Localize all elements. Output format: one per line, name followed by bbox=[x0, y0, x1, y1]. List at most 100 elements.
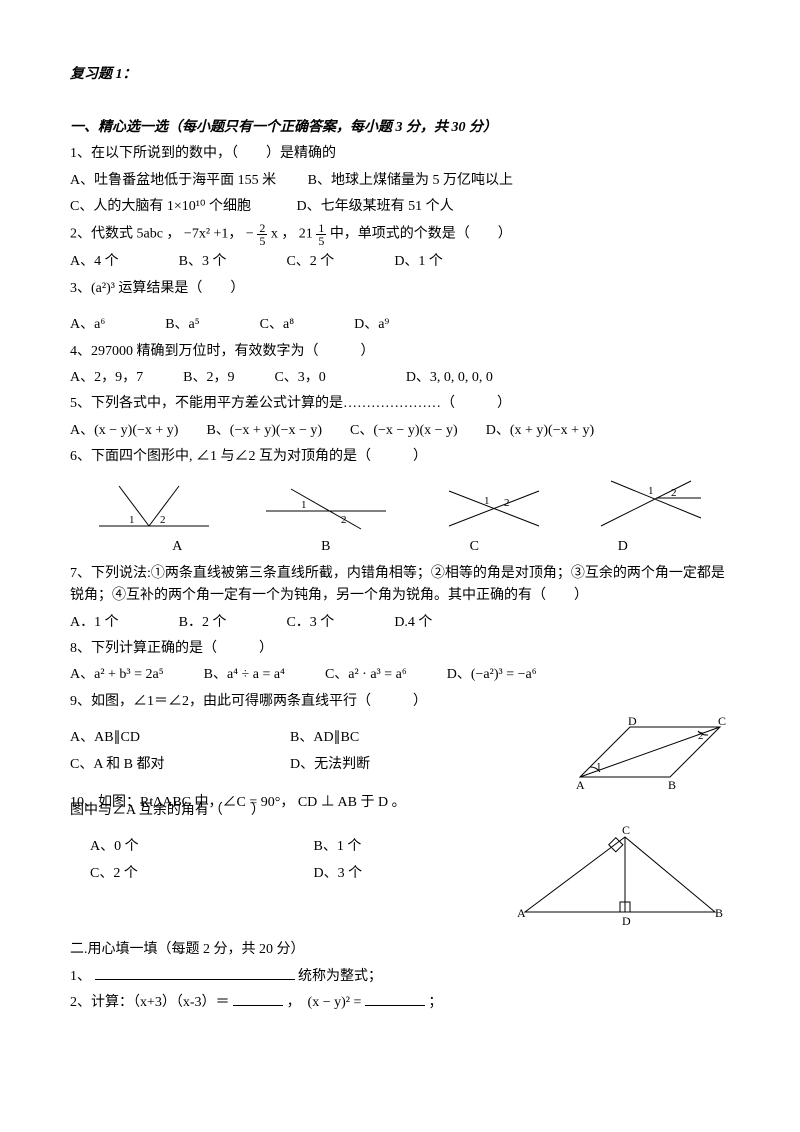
q1-opt-d: D、七年级某班有 51 个人 bbox=[297, 199, 454, 214]
q2-opt-c: C、2 个 bbox=[286, 251, 334, 273]
q4-opt-b: B、2，9 bbox=[183, 367, 234, 389]
q6-fig-b: 1 2 bbox=[261, 481, 391, 536]
q7-opt-c: C．3 个 bbox=[286, 612, 334, 634]
q10-opt-a: A、0 个 bbox=[90, 836, 310, 858]
q9-opt-a: A、AB∥CD bbox=[70, 727, 250, 749]
q10-opt-b: B、1 个 bbox=[314, 839, 362, 854]
q4-opt-c: C、3，0 bbox=[274, 367, 325, 389]
f2-blank1[interactable] bbox=[233, 1005, 283, 1006]
q6-figures: 1 2 1 2 1 2 1 2 bbox=[70, 476, 730, 536]
q9-stem: 9、如图，∠1＝∠2，由此可得哪两条直线平行（ ） bbox=[70, 691, 730, 713]
q10-figure: A B C D bbox=[510, 822, 730, 927]
q1-row2: C、人的大脑有 1×10¹⁰ 个细胞 D、七年级某班有 51 个人 bbox=[70, 196, 730, 218]
svg-text:1: 1 bbox=[648, 485, 654, 497]
svg-text:B: B bbox=[715, 906, 723, 920]
fill-1: 1、 统称为整式； bbox=[70, 966, 730, 988]
svg-text:1: 1 bbox=[129, 514, 135, 526]
q6-ld: D bbox=[549, 536, 698, 558]
q8-opts: A、a² + b³ = 2a⁵ B、a⁴ ÷ a = a⁴ C、a² · a³ … bbox=[70, 664, 730, 686]
q6-lc: C bbox=[400, 536, 549, 558]
q1-opt-a: A、吐鲁番盆地低于海平面 155 米 bbox=[70, 173, 276, 188]
q2-stem: 2、代数式 5abc ， −7x² +1， − 25 x ， 21 15 中，单… bbox=[70, 222, 730, 247]
q8-opt-a: A、a² + b³ = 2a⁵ bbox=[70, 664, 164, 686]
q10-line2: 图中与∠A 互余的角有（ ） bbox=[70, 800, 265, 822]
q5-stem: 5、下列各式中，不能用平方差公式计算的是…………………（ ） bbox=[70, 393, 730, 415]
q5-opt-b: B、(−x + y)(−x − y) bbox=[206, 420, 322, 442]
q9-opt-b: B、AD∥BC bbox=[290, 727, 359, 749]
fill-2: 2、计算：（x+3）（x-3）＝ ， (x − y)² = ； bbox=[70, 992, 730, 1014]
svg-text:D: D bbox=[628, 714, 637, 728]
section-1-heading: 一、精心选一选（每小题只有一个正确答案，每小题 3 分，共 30 分） bbox=[70, 117, 730, 139]
q3-opt-a: A、a⁶ bbox=[70, 314, 105, 336]
section-2-heading: 二.用心填一填（每题 2 分，共 20 分） bbox=[70, 939, 730, 961]
svg-text:2: 2 bbox=[160, 514, 166, 526]
svg-text:1: 1 bbox=[484, 495, 490, 507]
q7-opts: A．1 个 B．2 个 C．3 个 D.4 个 bbox=[70, 612, 730, 634]
q10-opt-d: D、3 个 bbox=[314, 866, 363, 881]
q8-opt-b: B、a⁴ ÷ a = a⁴ bbox=[204, 664, 285, 686]
q6-labels: A B C D bbox=[103, 536, 697, 558]
svg-text:A: A bbox=[517, 906, 526, 920]
svg-text:A: A bbox=[576, 778, 585, 792]
q9-opt-c: C、A 和 B 都对 bbox=[70, 754, 250, 776]
q4-stem: 4、297000 精确到万位时，有效数字为（ ） bbox=[70, 341, 730, 363]
q2-post: 中，单项式的个数是（ ） bbox=[330, 227, 512, 242]
q2-mid: x ， 21 bbox=[271, 227, 313, 242]
q6-stem: 6、下面四个图形中, ∠1 与∠2 互为对顶角的是（ ） bbox=[70, 446, 730, 468]
q6-fig-c: 1 2 bbox=[439, 481, 549, 536]
q7-opt-d: D.4 个 bbox=[394, 612, 432, 634]
f2-blank2[interactable] bbox=[365, 1005, 425, 1006]
q3-opt-b: B、a⁵ bbox=[165, 314, 199, 336]
q4-opt-a: A、2，9，7 bbox=[70, 367, 143, 389]
q8-stem: 8、下列计算正确的是（ ） bbox=[70, 638, 730, 660]
q9-row2: C、A 和 B 都对 D、无法判断 bbox=[70, 754, 570, 776]
q6-fig-a: 1 2 bbox=[94, 476, 214, 536]
frac-2-5a: 25 bbox=[257, 222, 267, 247]
q7-opt-b: B．2 个 bbox=[179, 612, 227, 634]
q5-opt-c: C、(−x − y)(x − y) bbox=[350, 420, 458, 442]
q2-opt-a: A、4 个 bbox=[70, 251, 119, 273]
q10-opt-c: C、2 个 bbox=[90, 863, 310, 885]
q6-fig-d: 1 2 bbox=[596, 476, 706, 536]
q2-pre: 2、代数式 5abc ， −7x² +1， − bbox=[70, 227, 254, 242]
f2-post: ； bbox=[428, 995, 442, 1010]
q1-opt-c: C、人的大脑有 1×10¹⁰ 个细胞 bbox=[70, 199, 251, 214]
q4-opts: A、2，9，7 B、2，9 C、3，0 D、3, 0, 0, 0, 0 bbox=[70, 367, 730, 389]
svg-text:2: 2 bbox=[341, 514, 347, 526]
svg-text:C: C bbox=[718, 714, 726, 728]
q8-opt-d: D、(−a²)³ = −a⁶ bbox=[447, 664, 537, 686]
f2-mid: ， (x − y)² = bbox=[287, 995, 362, 1010]
svg-text:2: 2 bbox=[504, 497, 510, 509]
q3-stem: 3、(a²)³ 运算结果是（ ） bbox=[70, 278, 730, 300]
q10-body: A、0 个 B、1 个 C、2 个 D、3 个 A B C D bbox=[70, 822, 730, 927]
svg-text:1: 1 bbox=[301, 499, 307, 511]
svg-text:D: D bbox=[622, 914, 631, 928]
q6-la: A bbox=[103, 536, 252, 558]
page-title: 复习题 1： bbox=[70, 64, 730, 86]
q10-stem-overlap: 10、如图：RtΔABC 中，∠C = 90°， CD ⊥ AB 于 D 。 图… bbox=[70, 792, 730, 822]
q7-stem: 7、下列说法:①两条直线被第三条直线所截，内错角相等；②相等的角是对顶角；③互余… bbox=[70, 563, 730, 608]
q2-opts: A、4 个 B、3 个 C、2 个 D、1 个 bbox=[70, 251, 730, 273]
q3-opt-c: C、a⁸ bbox=[260, 314, 294, 336]
q2-opt-b: B、3 个 bbox=[179, 251, 227, 273]
q1-stem: 1、在以下所说到的数中，（ ）是精确的 bbox=[70, 143, 730, 165]
f1-pre: 1、 bbox=[70, 969, 91, 984]
q9-row1: A、AB∥CD B、AD∥BC bbox=[70, 727, 570, 749]
svg-text:C: C bbox=[622, 823, 630, 837]
q6-lb: B bbox=[252, 536, 401, 558]
q10-row1: A、0 个 B、1 个 bbox=[90, 836, 510, 858]
q8-opt-c: C、a² · a³ = a⁶ bbox=[325, 664, 407, 686]
q10-row2: C、2 个 D、3 个 bbox=[90, 863, 510, 885]
f1-blank[interactable] bbox=[95, 979, 295, 980]
q5-opt-d: D、(x + y)(−x + y) bbox=[486, 420, 594, 442]
q1-opt-b: B、地球上煤储量为 5 万亿吨以上 bbox=[308, 173, 513, 188]
q9-body: A、AB∥CD B、AD∥BC C、A 和 B 都对 D、无法判断 A D C … bbox=[70, 717, 730, 792]
q2-opt-d: D、1 个 bbox=[394, 251, 443, 273]
q7-opt-a: A．1 个 bbox=[70, 612, 119, 634]
svg-text:B: B bbox=[668, 778, 676, 792]
f1-post: 统称为整式； bbox=[298, 969, 382, 984]
q4-opt-d: D、3, 0, 0, 0, 0 bbox=[406, 367, 493, 389]
q1-row1: A、吐鲁番盆地低于海平面 155 米 B、地球上煤储量为 5 万亿吨以上 bbox=[70, 170, 730, 192]
f2-pre: 2、计算：（x+3）（x-3）＝ bbox=[70, 995, 230, 1010]
q3-opts: A、a⁶ B、a⁵ C、a⁸ D、a⁹ bbox=[70, 314, 730, 336]
